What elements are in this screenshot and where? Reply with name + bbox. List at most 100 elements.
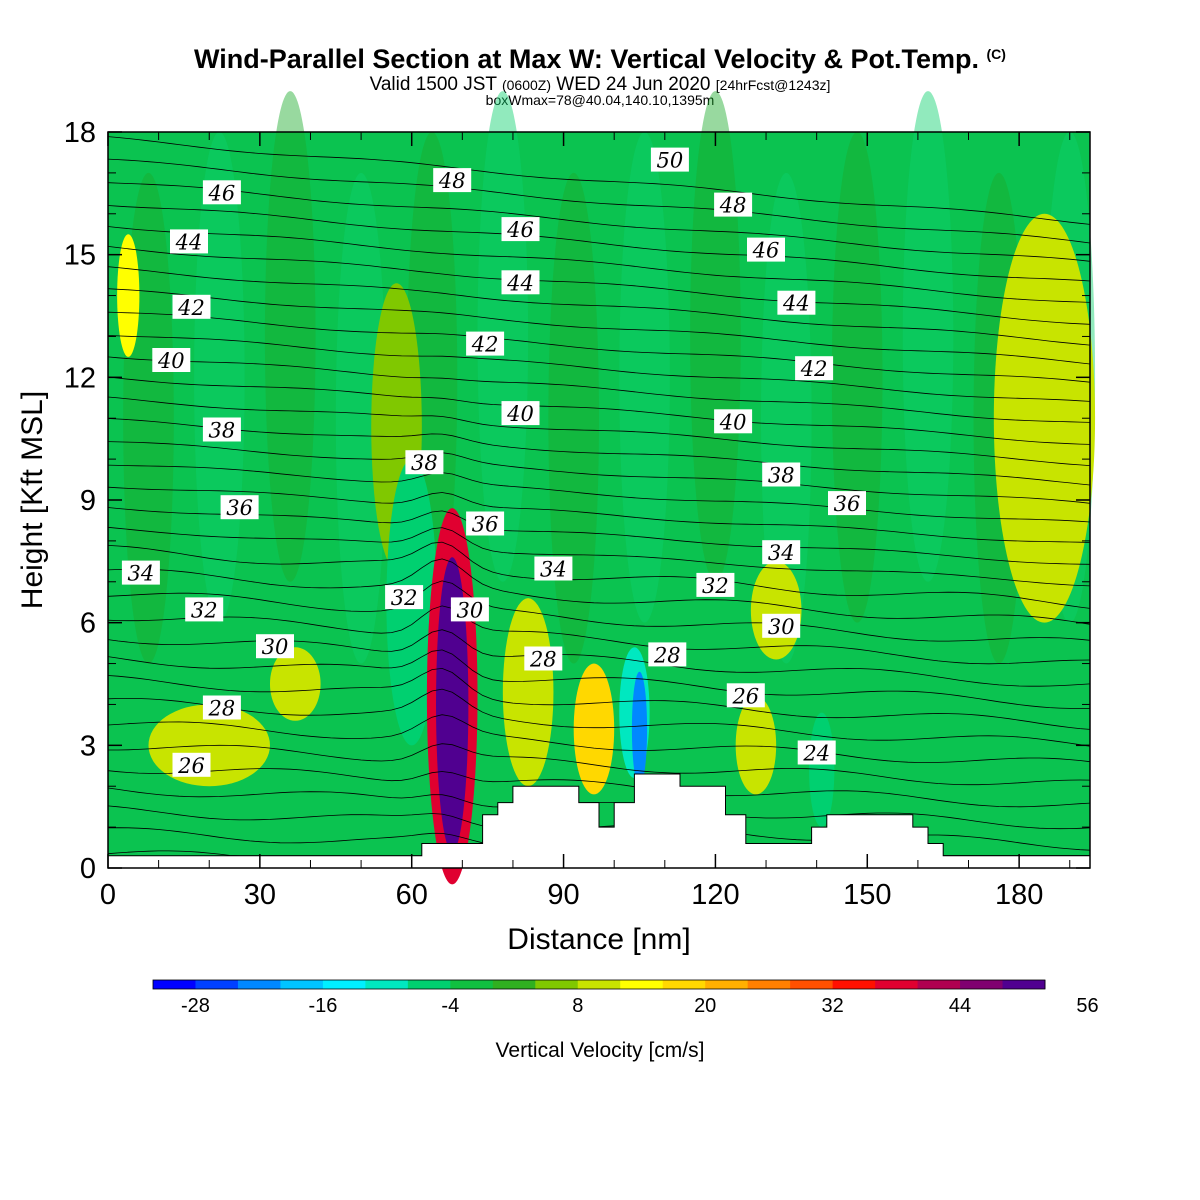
theta-contour (107, 441, 1091, 504)
label-text: 28 (529, 648, 557, 672)
colorbar-swatch (195, 980, 239, 989)
colorbar-swatch (832, 980, 876, 989)
colorbar-tick-label: 8 (572, 995, 583, 1017)
field-texture-band (335, 172, 387, 664)
colorbar-swatch (875, 980, 919, 989)
label-box (202, 695, 241, 720)
colorbar: -28 -16 -4 8 20 32 44 56 Vertical Velocity [cm/s… (152, 979, 1099, 1062)
theta-label: 34 (762, 540, 801, 565)
x-axis-label: Distance [nm] (507, 923, 690, 956)
colorbar-swatch (790, 980, 834, 989)
label-text: 32 (702, 574, 729, 598)
label-box (650, 147, 689, 172)
theta-label: 38 (762, 462, 801, 488)
label-box (152, 348, 191, 372)
colorbar-swatch (365, 980, 409, 989)
theta-contour (107, 311, 1091, 383)
y-tick-label: 0 (80, 853, 96, 885)
label-text: 48 (719, 194, 747, 218)
theta-label: 34 (534, 556, 573, 582)
colorbar-swatch (322, 980, 366, 989)
theta-label: 28 (648, 642, 687, 667)
field-texture-band (548, 172, 599, 664)
theta-label: 30 (256, 634, 294, 659)
theta-label: 28 (202, 695, 241, 721)
label-text: 38 (209, 419, 236, 443)
label-text: 30 (262, 635, 289, 659)
label-box (202, 417, 241, 442)
label-box (501, 217, 540, 242)
label-text: 36 (226, 496, 253, 520)
label-text: 44 (506, 271, 534, 295)
label-box (828, 491, 866, 516)
label-box (797, 740, 836, 765)
field-texture-band (264, 91, 316, 582)
label-box (714, 409, 753, 434)
theta-label: 46 (747, 237, 785, 263)
theta-label: 36 (220, 495, 259, 520)
theta-contour (107, 526, 1091, 587)
colorbar-swatch (153, 980, 196, 989)
label-box (256, 634, 294, 659)
field-texture-band (690, 91, 741, 582)
colorbar-tick-label: 20 (694, 995, 716, 1017)
vv-cell (444, 622, 460, 803)
label-text: 40 (157, 349, 185, 373)
theta-label: 34 (121, 560, 160, 586)
colorbar-tick-label: 32 (821, 995, 843, 1017)
label-text: 34 (128, 562, 155, 586)
label-box (696, 572, 735, 597)
colorbar-tick-label: -4 (441, 995, 459, 1017)
field-texture-band (619, 132, 670, 623)
theta-label: 28 (524, 646, 563, 672)
theta-label: 30 (762, 613, 801, 639)
label-box (466, 331, 505, 356)
colorbar-swatch (535, 980, 579, 989)
label-text: 48 (438, 169, 466, 193)
colorbar-frame (152, 979, 1046, 990)
theta-contour (107, 580, 1091, 642)
theta-contour (107, 464, 1091, 523)
vv-cell (117, 234, 140, 357)
label-text: 30 (457, 598, 484, 622)
colorbar-tick-label: 44 (949, 995, 971, 1017)
theta-contour (107, 649, 1091, 709)
theta-contour (107, 667, 1091, 730)
label-text: 38 (768, 464, 795, 488)
theta-contour (107, 182, 1091, 262)
label-box (501, 270, 540, 295)
theta-label: 38 (202, 417, 241, 443)
colorbar-label: Vertical Velocity [cm/s] (496, 1039, 705, 1062)
y-tick-label: 3 (80, 730, 96, 762)
theta-contour (107, 266, 1091, 346)
label-box (762, 462, 801, 487)
label-box (501, 401, 540, 426)
colorbar-tick-label: -16 (308, 995, 337, 1017)
label-text: 28 (208, 697, 236, 721)
colorbar-swatch (237, 980, 281, 989)
label-text: 40 (719, 410, 747, 434)
field-texture-band (194, 132, 245, 623)
x-tick-label: 30 (244, 879, 276, 911)
label-box (405, 450, 444, 475)
theta-label: 30 (450, 597, 489, 622)
theta-label: 40 (152, 348, 191, 373)
terrain-mask (107, 773, 1091, 869)
theta-contour (107, 376, 1091, 445)
colorbar-swatch (747, 980, 791, 989)
theta-contour (107, 158, 1091, 244)
theta-contour (107, 288, 1091, 365)
label-box (172, 294, 211, 319)
label-box (385, 585, 424, 610)
valid-time-line: Valid 1500 JST (0600Z) WED 24 Jun 2020 [… (369, 74, 831, 95)
theta-label: 24 (797, 740, 836, 766)
colorbar-swatch (917, 980, 961, 989)
label-text: 24 (802, 742, 830, 766)
vv-cell (735, 696, 777, 795)
colorbar-swatch (620, 980, 664, 989)
x-tick-label: 0 (100, 879, 116, 911)
label-text: 46 (506, 218, 534, 242)
label-text: 26 (177, 754, 205, 778)
